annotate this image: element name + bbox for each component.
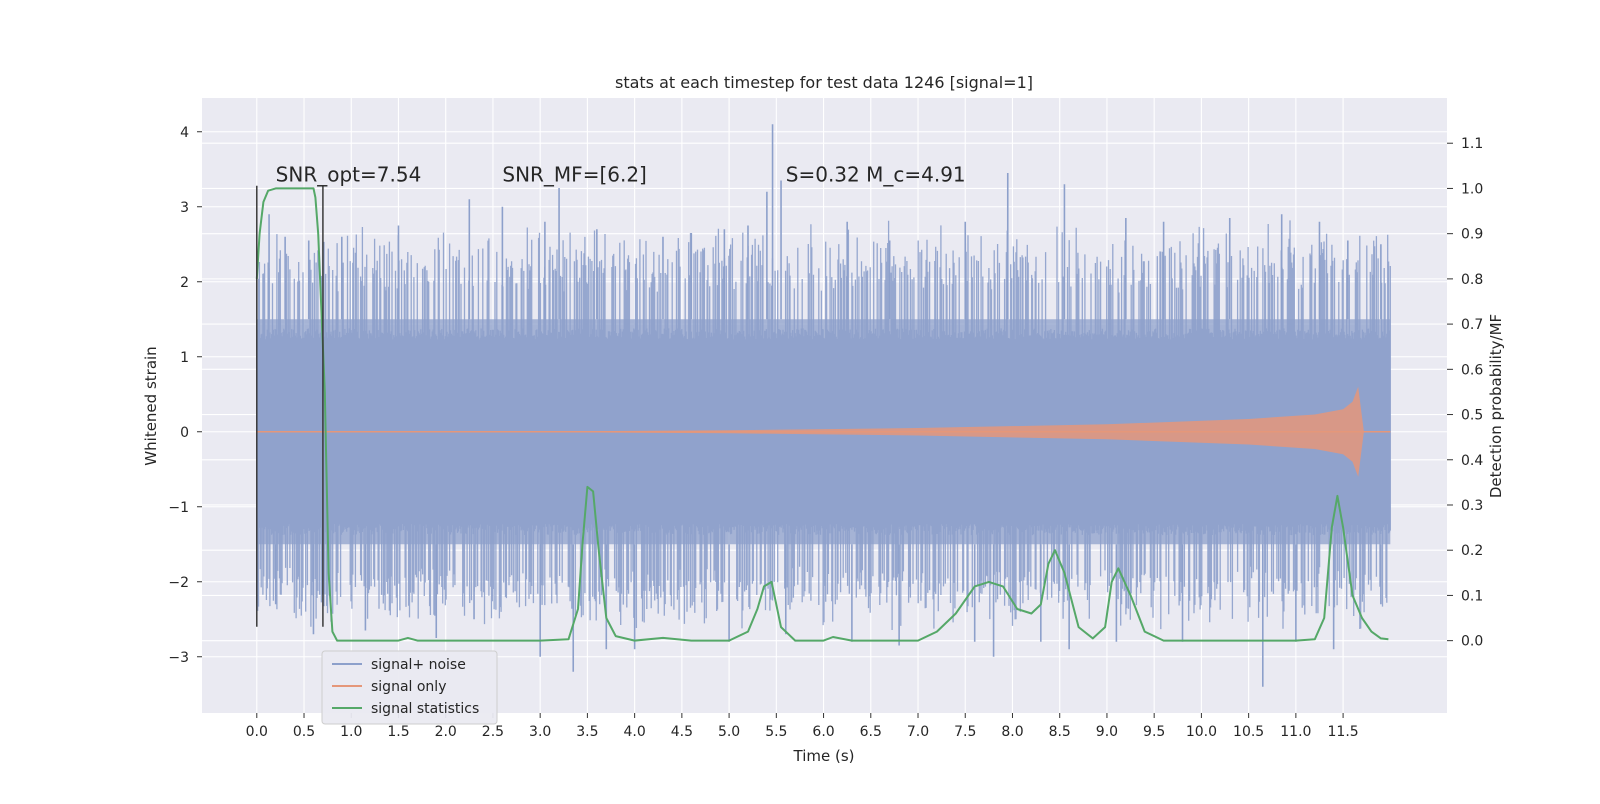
- y-tick-label: −1: [168, 500, 189, 516]
- vertical-lines: [256, 185, 324, 627]
- series-layer: [255, 124, 1391, 687]
- y2-tick-label: 0.5: [1461, 408, 1483, 424]
- y2-tick-label: 1.1: [1461, 136, 1483, 152]
- x-tick-label: 8.5: [1049, 724, 1071, 740]
- legend-label-signal-noise: signal+ noise: [371, 657, 466, 673]
- axes: 0.0 0.5 1.0 1.5 2.0 2.5 3.0 3.5 4.0 4.5 5.0 5.5 6.0 6…: [168, 125, 1483, 740]
- x-tick-label: 2.0: [435, 724, 457, 740]
- x-axis-label: Time (s): [793, 747, 855, 765]
- chart-title: stats at each timestep for test data 124…: [615, 73, 1033, 92]
- annotation-text: SNR_opt=7.54: [276, 162, 422, 186]
- y2-tick-label: 0.8: [1461, 272, 1483, 288]
- y-axis-label: Whitened strain: [142, 346, 160, 465]
- y2-tick-label: 1.0: [1461, 181, 1483, 197]
- y2-tick-label: 0.2: [1461, 543, 1483, 559]
- x-tick-label: 2.5: [482, 724, 504, 740]
- x-tick-label: 10.5: [1233, 724, 1264, 740]
- x-tick-label: 5.0: [718, 724, 740, 740]
- legend: signal+ noise signal only signal statist…: [321, 650, 498, 725]
- x-tick-label: 7.0: [907, 724, 929, 740]
- y2-tick-label: 0.1: [1461, 588, 1483, 604]
- y2-tick-label: 0.4: [1461, 453, 1483, 469]
- x-tick-label: 4.0: [623, 724, 645, 740]
- y-tick-label: −2: [168, 575, 189, 591]
- x-tick-label: 6.5: [860, 724, 882, 740]
- x-tick-label: 7.5: [954, 724, 976, 740]
- legend-box: [321, 650, 498, 725]
- x-tick-label: 0.5: [293, 724, 315, 740]
- y-tick-label: 0: [180, 425, 189, 441]
- x-tick-label: 9.0: [1096, 724, 1118, 740]
- y2-tick-label: 0.6: [1461, 362, 1483, 378]
- x-tick-label: 10.0: [1186, 724, 1217, 740]
- x-tick-label: 11.0: [1280, 724, 1311, 740]
- annotation-text: SNR_MF=[6.2]: [502, 162, 646, 186]
- y-tick-label: −3: [168, 650, 189, 666]
- x-tick-label: 0.0: [246, 724, 268, 740]
- legend-label-signal-only: signal only: [371, 679, 446, 695]
- x-tick-label: 3.5: [576, 724, 598, 740]
- series-signal-statistics-line: [255, 187, 1389, 642]
- y2-tick-label: 0.7: [1461, 317, 1483, 333]
- annotation-text: S=0.32 M_c=4.91: [786, 162, 966, 186]
- y-tick-label: 2: [180, 275, 189, 291]
- annotations: SNR_opt=7.54 SNR_MF=[6.2] S=0.32 M_c=4.91: [276, 162, 966, 186]
- y2-axis-label: Detection probability/MF: [1487, 314, 1505, 498]
- x-tick-label: 8.0: [1001, 724, 1023, 740]
- x-tick-label: 4.5: [671, 724, 693, 740]
- y-tick-label: 1: [180, 350, 189, 366]
- y-tick-label: 3: [180, 200, 189, 216]
- y2-tick-label: 0.0: [1461, 634, 1483, 650]
- y2-tick-label: 0.3: [1461, 498, 1483, 514]
- x-tick-label: 3.0: [529, 724, 551, 740]
- legend-label-signal-statistics: signal statistics: [371, 701, 479, 717]
- y2-tick-label: 0.9: [1461, 227, 1483, 243]
- x-tick-label: 6.0: [812, 724, 834, 740]
- x-tick-label: 1.0: [340, 724, 362, 740]
- x-tick-label: 5.5: [765, 724, 787, 740]
- x-tick-label: 9.5: [1143, 724, 1165, 740]
- x-tick-label: 1.5: [387, 724, 409, 740]
- x-tick-label: 11.5: [1328, 724, 1359, 740]
- y-tick-label: 4: [180, 125, 189, 141]
